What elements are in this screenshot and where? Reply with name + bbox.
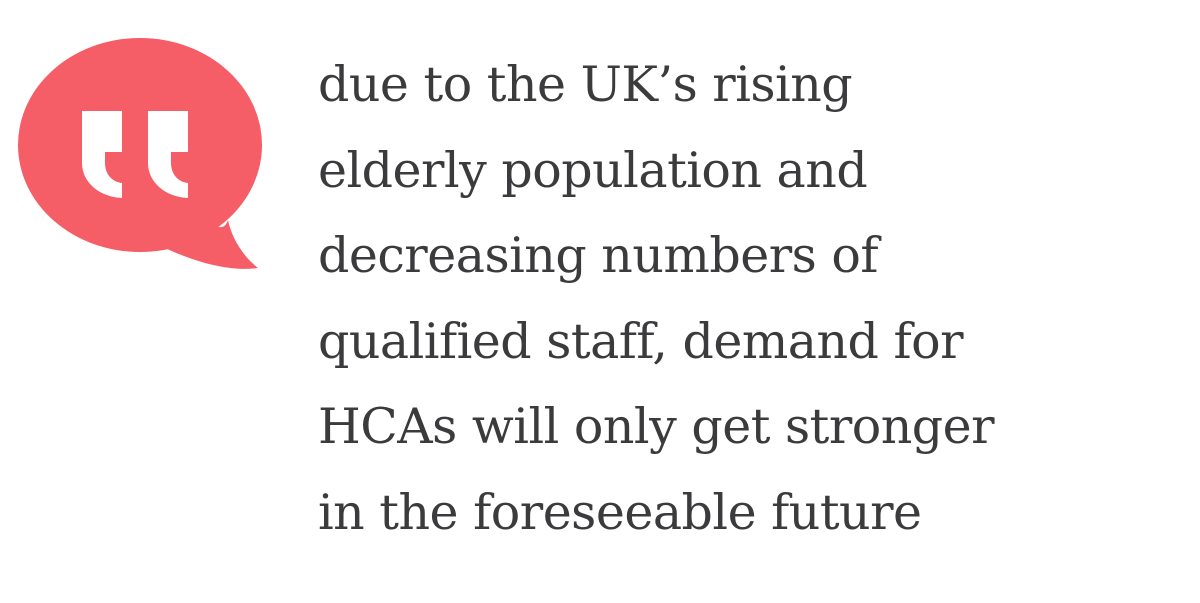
quote-line: in the foreseeable future (318, 483, 922, 541)
quote-line: decreasing numbers of (318, 227, 879, 284)
quote-marks-icon (82, 111, 188, 198)
speech-bubble-quote-icon (18, 38, 262, 269)
quote-line: HCAs will only get stronger (318, 398, 995, 455)
speech-bubble-shape (18, 38, 262, 269)
quote-line: qualified staff, demand for (318, 312, 964, 370)
quote-line: due to the UK’s rising (318, 56, 853, 113)
quote-line: elderly population and (318, 141, 868, 199)
quote-text: due to the UK’s rising elderly populatio… (318, 42, 995, 555)
